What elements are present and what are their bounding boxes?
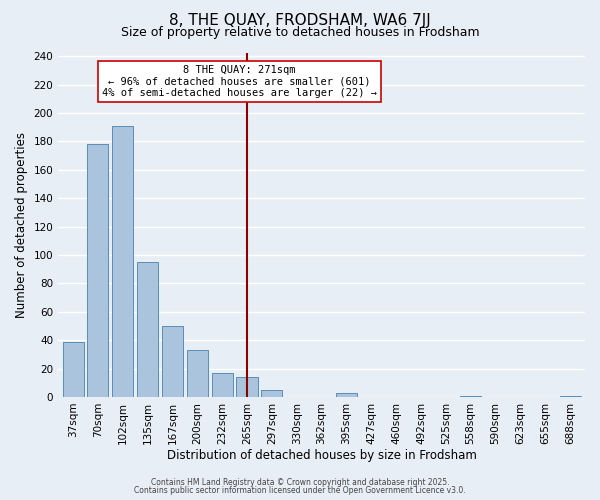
Bar <box>162 326 183 397</box>
Bar <box>336 392 357 397</box>
Bar <box>187 350 208 397</box>
Text: Size of property relative to detached houses in Frodsham: Size of property relative to detached ho… <box>121 26 479 39</box>
Bar <box>236 377 257 397</box>
Bar <box>88 144 109 397</box>
X-axis label: Distribution of detached houses by size in Frodsham: Distribution of detached houses by size … <box>167 450 476 462</box>
Bar <box>560 396 581 397</box>
Text: 8, THE QUAY, FRODSHAM, WA6 7JJ: 8, THE QUAY, FRODSHAM, WA6 7JJ <box>169 12 431 28</box>
Bar <box>212 373 233 397</box>
Bar <box>460 396 481 397</box>
Text: Contains HM Land Registry data © Crown copyright and database right 2025.: Contains HM Land Registry data © Crown c… <box>151 478 449 487</box>
Text: Contains public sector information licensed under the Open Government Licence v3: Contains public sector information licen… <box>134 486 466 495</box>
Bar <box>62 342 83 397</box>
Bar <box>262 390 283 397</box>
Bar <box>137 262 158 397</box>
Y-axis label: Number of detached properties: Number of detached properties <box>15 132 28 318</box>
Text: 8 THE QUAY: 271sqm
← 96% of detached houses are smaller (601)
4% of semi-detache: 8 THE QUAY: 271sqm ← 96% of detached hou… <box>102 64 377 98</box>
Bar <box>112 126 133 397</box>
